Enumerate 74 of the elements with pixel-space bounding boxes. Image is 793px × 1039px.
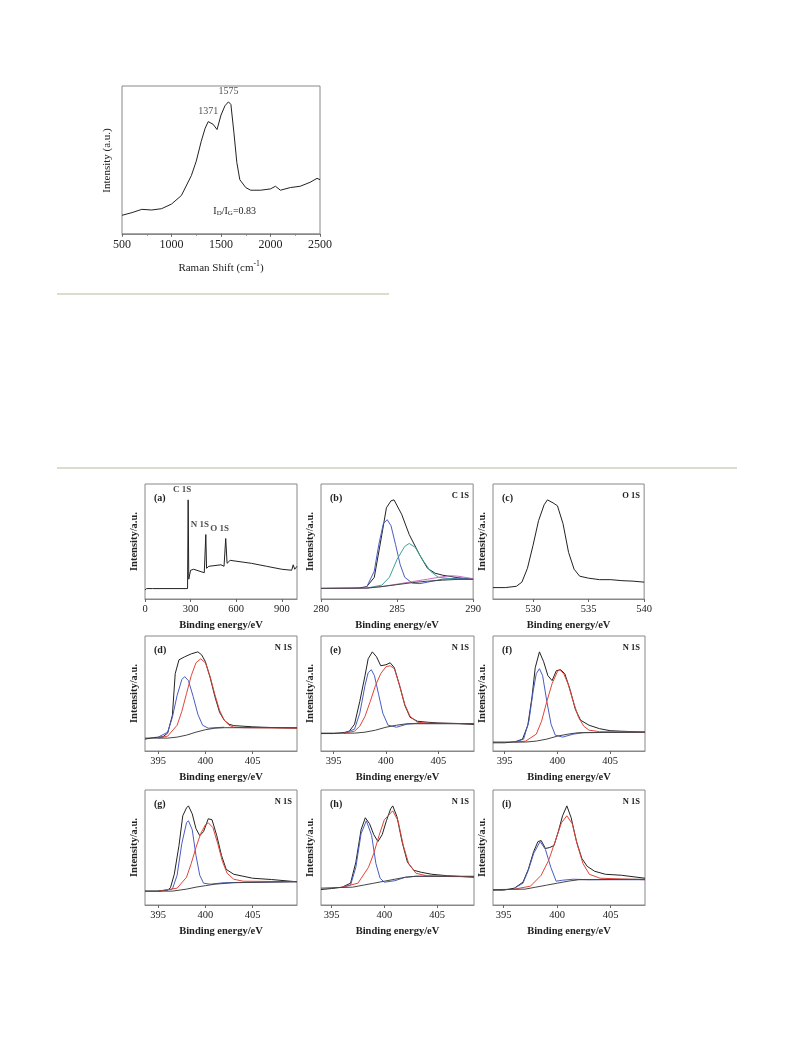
x-tick-label: 405 (429, 909, 445, 920)
x-axis-title: Binding energy/eV (179, 925, 264, 936)
annotation: 1575 (218, 85, 239, 97)
x-axis-title: Binding energy/eV (527, 925, 612, 936)
chart-title: (d) (154, 643, 167, 656)
x-tick-label: 395 (150, 909, 167, 920)
annotation: N 1S (190, 519, 209, 530)
x-axis-title: Binding energy/eV (526, 619, 611, 630)
x-axis-title: Binding energy/eV (179, 771, 264, 782)
chart-title: (g) (154, 797, 166, 810)
x-tick-label: 280 (313, 603, 329, 614)
x-axis-title: Binding energy/eV (355, 925, 440, 936)
x-axis-title: Binding energy/eV (355, 619, 440, 630)
y-axis-title: Intensity/a.u. (303, 663, 315, 723)
text: N 1S (274, 641, 293, 652)
y-axis-title: Intensity/a.u. (475, 663, 487, 723)
annotation: O 1S (210, 523, 230, 534)
x-tick-label: 1500 (209, 236, 233, 251)
x-tick-label: 285 (389, 603, 405, 614)
x-tick-label: 405 (602, 755, 619, 766)
y-axis-title: Intensity/a.u. (303, 817, 315, 877)
text: N 1S (274, 795, 293, 806)
x-tick-label: 405 (430, 755, 447, 766)
chart-title: (h) (330, 797, 343, 810)
x-tick-label: 500 (113, 236, 131, 251)
x-tick-label: 540 (636, 603, 652, 614)
y-axis-title: Intensity/a.u. (127, 817, 139, 877)
x-axis-title: Binding energy/eV (527, 771, 612, 782)
y-axis-title: Intensity/a.u. (475, 817, 487, 877)
x-axis-title: Binding energy/eV (355, 771, 440, 782)
y-axis-title: Intensity/a.u. (127, 511, 139, 571)
x-tick-label: 405 (244, 755, 261, 766)
text: N 1S (622, 795, 641, 806)
x-tick-label: 900 (273, 603, 290, 614)
x-tick-label: 405 (602, 909, 619, 920)
x-tick-label: 405 (244, 909, 261, 920)
chart-title: (c) (502, 491, 514, 504)
x-axis-title: Binding energy/eV (179, 619, 264, 630)
x-tick-label: 395 (150, 755, 167, 766)
x-tick-label: 0 (142, 603, 148, 614)
x-tick-label: 1000 (159, 236, 184, 251)
chart-title: (e) (330, 643, 342, 656)
x-tick-label: 395 (495, 909, 512, 920)
x-tick-label: 395 (325, 755, 342, 766)
x-tick-label: 400 (376, 909, 393, 920)
x-tick-label: 400 (197, 755, 214, 766)
x-tick-label: 2000 (258, 236, 283, 251)
annotation: C 1S (173, 484, 192, 495)
x-tick-label: 395 (323, 909, 340, 920)
x-tick-label: 400 (549, 755, 566, 766)
y-axis-title: Intensity (a.u.) (100, 127, 113, 193)
x-tick-label: 2500 (308, 236, 332, 251)
y-axis-title: Intensity/a.u. (303, 511, 315, 571)
text: N 1S (451, 795, 470, 806)
x-tick-label: 300 (182, 603, 199, 614)
x-tick-label: 395 (496, 755, 513, 766)
chart-title: (b) (330, 491, 343, 504)
x-tick-label: 400 (378, 755, 394, 766)
text: C 1S (451, 489, 470, 500)
y-axis-title: Intensity/a.u. (127, 663, 139, 723)
x-tick-label: 600 (228, 603, 245, 614)
text: N 1S (451, 641, 470, 652)
text: O 1S (622, 489, 641, 500)
text: N 1S (622, 641, 641, 652)
annotation: 1371 (198, 105, 219, 117)
x-tick-label: 535 (580, 603, 597, 614)
chart-title: (a) (154, 491, 166, 504)
x-tick-label: 400 (549, 909, 566, 920)
y-axis-title: Intensity/a.u. (475, 511, 487, 571)
x-tick-label: 530 (525, 603, 541, 614)
chart-title: (i) (502, 797, 512, 810)
x-tick-label: 400 (197, 909, 214, 920)
chart-title: (f) (502, 643, 512, 656)
x-tick-label: 290 (465, 603, 481, 614)
